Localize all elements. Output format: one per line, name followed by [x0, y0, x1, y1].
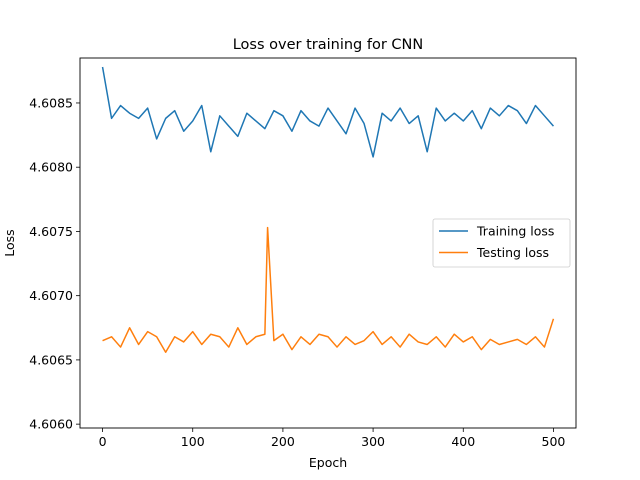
y-tick-label: 4.6085 [29, 95, 73, 110]
y-tick-label: 4.6075 [29, 224, 73, 239]
x-tick-label: 300 [361, 434, 385, 449]
y-tick-label: 4.6080 [29, 160, 73, 175]
x-tick-label: 100 [181, 434, 205, 449]
x-tick-label: 500 [542, 434, 566, 449]
legend-label-testing: Testing loss [476, 245, 549, 260]
y-tick-label: 4.6070 [29, 288, 73, 303]
x-axis-label: Epoch [309, 455, 347, 470]
series-line-training-loss [101, 66, 555, 158]
chart-title: Loss over training for CNN [233, 37, 424, 53]
x-tick-label: 0 [99, 434, 107, 449]
y-axis-label: Loss [2, 229, 17, 256]
x-tick-label: 400 [451, 434, 475, 449]
y-tick-label: 4.6060 [29, 417, 73, 432]
axes-frame [79, 57, 577, 429]
series-line-testing-loss [102, 226, 555, 353]
legend-label-training: Training loss [476, 224, 554, 239]
legend: Training loss Testing loss [432, 218, 571, 268]
x-tick-label: 200 [271, 434, 295, 449]
y-tick-label: 4.6065 [29, 352, 73, 367]
